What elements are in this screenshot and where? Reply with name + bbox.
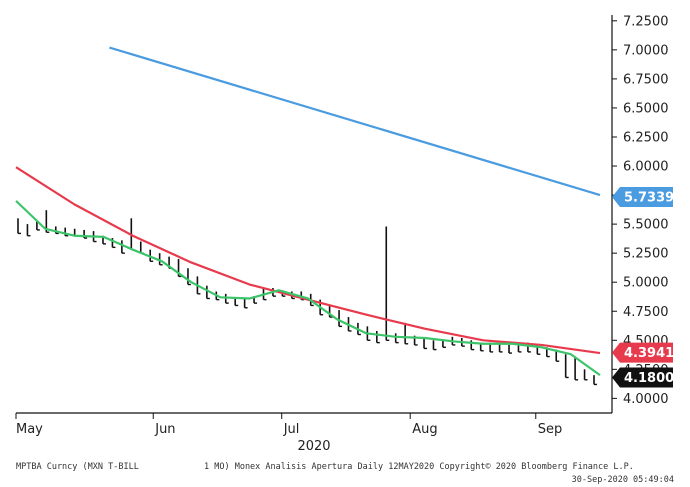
x-tick-label: Sep xyxy=(538,422,563,437)
price-bar xyxy=(243,298,248,309)
price-bar xyxy=(149,249,154,262)
y-tick-label: 5.2500 xyxy=(623,247,669,262)
series-line-1 xyxy=(109,46,601,197)
price-bar xyxy=(583,369,588,381)
last-value-text: 5.7339 xyxy=(624,190,674,205)
price-bar xyxy=(404,322,409,345)
price-bar xyxy=(385,226,390,341)
x-tick-label: Jul xyxy=(283,422,300,437)
price-bar xyxy=(338,310,343,328)
price-bar xyxy=(17,218,21,235)
price-bar xyxy=(26,224,31,237)
price-bar xyxy=(432,340,437,351)
value-badges: 5.7339 4.3941 4.1800 xyxy=(612,186,674,388)
price-bar xyxy=(206,285,210,300)
price-bar xyxy=(394,333,399,344)
price-bar xyxy=(564,354,569,379)
last-value-badge: 5.7339 xyxy=(612,186,674,207)
x-tick-label: Aug xyxy=(412,422,437,437)
x-year-label: 2020 xyxy=(297,439,330,454)
price-bar xyxy=(376,331,380,344)
x-tick-label: May xyxy=(16,422,43,437)
y-tick-label: 7.2500 xyxy=(623,14,669,29)
price-bar xyxy=(36,221,40,231)
footer-study-copyright: 1 MO) Monex Analisis Apertura Daily 12MA… xyxy=(204,462,634,472)
y-tick-label: 6.5000 xyxy=(623,101,669,116)
last-value-badge: 4.1800 xyxy=(612,367,674,388)
price-bar xyxy=(593,375,597,386)
footer-security: MPTBA Curncy (MXN T-BILL xyxy=(16,462,139,472)
price-bar xyxy=(187,268,191,286)
price-bar xyxy=(423,337,428,350)
price-bar xyxy=(574,356,579,381)
y-tick-label: 4.0000 xyxy=(623,392,669,407)
y-tick-label: 5.0000 xyxy=(623,276,669,291)
price-bar xyxy=(498,343,503,353)
y-tick-label: 7.0000 xyxy=(623,43,669,58)
price-bar xyxy=(470,340,475,351)
y-tick-label: 6.0000 xyxy=(623,160,669,175)
series-lines xyxy=(15,46,601,377)
series-line-3 xyxy=(15,200,601,377)
y-tick-label: 6.7500 xyxy=(623,72,669,87)
axes xyxy=(15,15,617,419)
price-bar xyxy=(508,344,513,354)
y-tick-label: 6.2500 xyxy=(623,130,669,145)
series-line-2 xyxy=(15,166,601,355)
price-bar xyxy=(158,253,163,266)
price-bar xyxy=(139,241,144,254)
last-value-text: 4.1800 xyxy=(624,371,674,386)
price-bar xyxy=(121,240,125,254)
x-tick-labels: May Jun Jul Aug Sep 2020 xyxy=(16,422,562,454)
x-tick-label: Jun xyxy=(154,422,175,437)
last-value-badge: 4.3941 xyxy=(612,342,674,363)
last-value-text: 4.3941 xyxy=(624,346,674,361)
price-bar xyxy=(234,298,239,307)
y-tick-label: 4.7500 xyxy=(623,305,669,320)
y-tick-label: 5.5000 xyxy=(623,218,669,233)
footer-timestamp: 30-Sep-2020 05:49:04 xyxy=(571,475,674,485)
